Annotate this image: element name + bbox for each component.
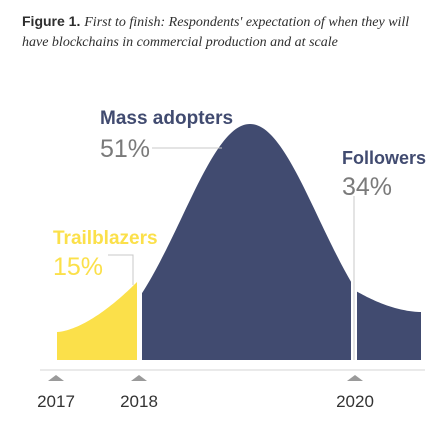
x-tick-marker-2018 bbox=[131, 375, 147, 381]
followers-value: 34% bbox=[342, 173, 392, 201]
trailblazers-value: 15% bbox=[53, 253, 103, 281]
figure-number: Figure 1. bbox=[22, 13, 81, 29]
figure-caption: First to finish: Respondents' expectatio… bbox=[22, 15, 410, 50]
x-tick-label-2020: 2020 bbox=[336, 392, 374, 411]
mass-adopters-value: 51% bbox=[100, 135, 150, 163]
followers-area bbox=[357, 291, 421, 360]
x-tick-marker-2020 bbox=[347, 375, 363, 381]
x-tick-label-2018: 2018 bbox=[120, 392, 158, 411]
mass-adopters-area bbox=[142, 124, 351, 360]
figure-title: Figure 1. First to finish: Respondents' … bbox=[22, 12, 422, 52]
x-tick-label-2017: 2017 bbox=[37, 392, 75, 411]
trailblazers-area bbox=[57, 282, 137, 360]
x-tick-marker-2017 bbox=[48, 375, 64, 381]
followers-label: Followers bbox=[342, 148, 426, 168]
trailblazers-label: Trailblazers bbox=[53, 228, 158, 249]
trailblazers-leader-line bbox=[108, 254, 134, 285]
mass-adopters-label: Mass adopters bbox=[100, 108, 233, 129]
